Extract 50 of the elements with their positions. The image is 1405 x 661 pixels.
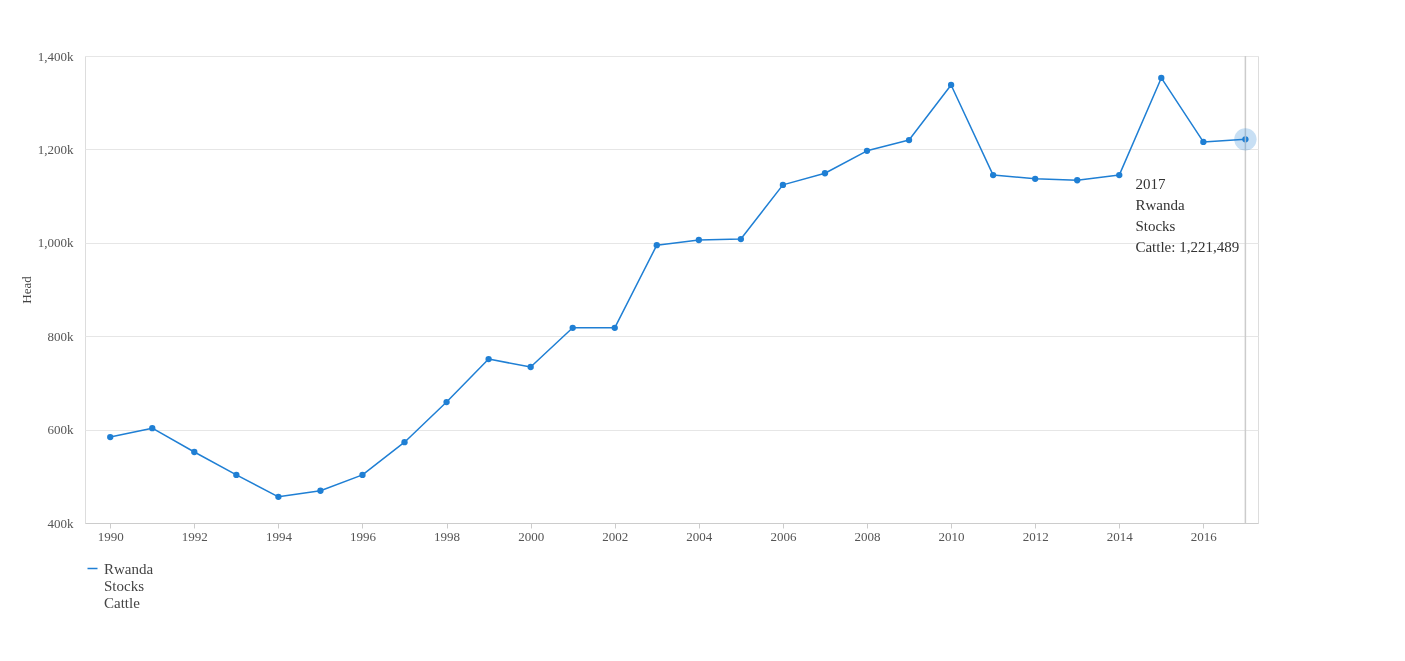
point: [233, 471, 240, 479]
point: [1074, 177, 1081, 184]
point: [905, 136, 913, 144]
point: [737, 235, 745, 243]
point: [485, 355, 492, 363]
point: [107, 433, 114, 441]
y-tick-label: 1,200k: [37, 141, 74, 157]
point: [1116, 171, 1123, 179]
point: [275, 493, 282, 500]
x-tick-label: 1998: [434, 528, 461, 544]
point: [149, 425, 156, 432]
x-tick-label: 1994: [265, 528, 293, 544]
point: [779, 181, 787, 189]
y-tick-label: 1,400k: [37, 48, 74, 64]
point: [653, 241, 660, 249]
x-tick-label: 2008: [854, 528, 881, 544]
x-tick-label: 2004: [686, 528, 713, 544]
x-tick-label: 2014: [1106, 528, 1134, 544]
point: [191, 448, 198, 456]
x-tick-label: 1992: [181, 528, 208, 544]
y-tick-label: 600k: [47, 422, 74, 438]
y-tick-label: 1,000k: [37, 235, 74, 251]
point: [611, 324, 618, 331]
y-tick-label: 800k: [47, 328, 74, 344]
point: [863, 147, 871, 154]
point: [527, 363, 534, 371]
legend-label: Rwanda Stocks Cattle: [104, 560, 154, 611]
point: [317, 487, 324, 494]
x-tick-label: 2010: [938, 528, 965, 544]
point: [1200, 138, 1207, 146]
x-tick-label: 2002: [602, 528, 629, 544]
x-tick-label: 2000: [518, 528, 545, 544]
point: [1158, 74, 1165, 82]
point: [359, 471, 366, 479]
point: [947, 81, 955, 89]
point: [443, 398, 450, 406]
point: [821, 170, 829, 177]
y-tick-label: 400k: [47, 515, 74, 531]
point: [695, 236, 702, 244]
x-tick-label: 2012: [1022, 528, 1049, 544]
x-tick-label: 2006: [770, 528, 797, 544]
point: [1032, 175, 1039, 182]
point: [569, 324, 576, 331]
x-tick-label: 1996: [349, 528, 377, 544]
annotation: 2017 Rwanda Stocks Cattle: 1,221,489: [1135, 176, 1240, 256]
x-tick-label: 2016: [1190, 528, 1218, 544]
x-tick-label: 1990: [97, 528, 124, 544]
y-axis-title: Head: [18, 275, 34, 304]
point: [989, 171, 997, 179]
point: [401, 439, 408, 446]
